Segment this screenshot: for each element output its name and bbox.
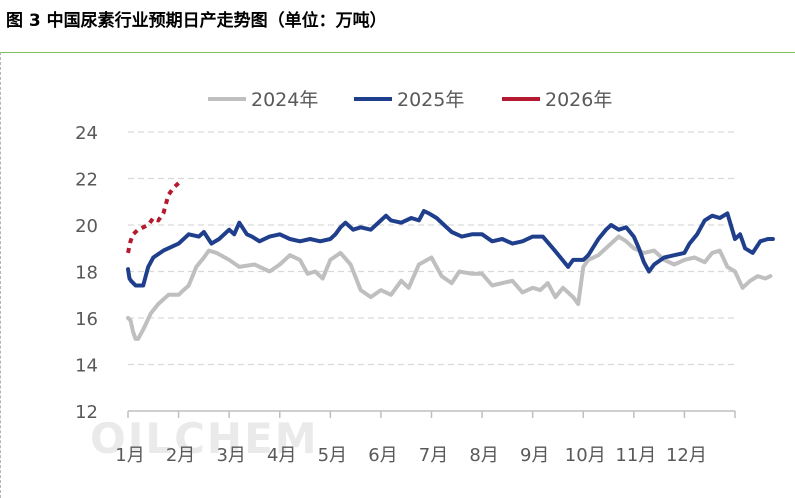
grid [128, 131, 735, 366]
legend-label: 2025年 [397, 89, 464, 111]
y-tick-label: 16 [75, 309, 98, 330]
series-line-2024年 [126, 234, 773, 341]
x-tick-label: 3月 [216, 445, 245, 466]
figure-title: 图 3 中国尿素行业预期日产走势图（单位：万吨） [6, 11, 387, 31]
chart: OILCHEM 12 14 16 18 20 22 24 1月 2月 3月 4月 5月 6月 7月 8月 9月… [75, 89, 775, 466]
x-tick-label: 7月 [419, 445, 448, 466]
watermark: OILCHEM [90, 414, 319, 463]
frame-border [0, 52, 2, 498]
axes: 12 14 16 18 20 22 24 1月 2月 3月 4月 5月 6月 7月 8月 9月 10月 11月 12… [75, 123, 736, 466]
y-tick-label: 12 [75, 402, 98, 423]
y-tick-label: 18 [75, 263, 98, 284]
legend-label: 2024年 [251, 89, 318, 111]
legend-label: 2026年 [545, 89, 612, 111]
plot-area [126, 181, 775, 341]
series-line-2025年 [126, 209, 775, 288]
x-tick-label: 2月 [166, 445, 195, 466]
y-tick-label: 24 [75, 123, 98, 144]
y-tick-label: 14 [75, 356, 98, 377]
x-tick-label: 12月 [666, 445, 707, 466]
y-tick-label: 20 [75, 216, 98, 237]
x-tick-label: 10月 [565, 445, 606, 466]
x-tick-label: 1月 [115, 445, 144, 466]
x-tick-label: 11月 [615, 445, 656, 466]
x-tick-label: 8月 [469, 445, 498, 466]
series-line-2026年 [126, 181, 180, 254]
x-tick-label: 5月 [318, 445, 347, 466]
x-tick-label: 6月 [368, 445, 397, 466]
x-tick-label: 9月 [520, 445, 549, 466]
x-tick-label: 4月 [267, 445, 296, 466]
title-divider [0, 52, 795, 53]
y-tick-label: 22 [75, 170, 98, 191]
legend: 2024年 2025年 2026年 [208, 89, 612, 111]
